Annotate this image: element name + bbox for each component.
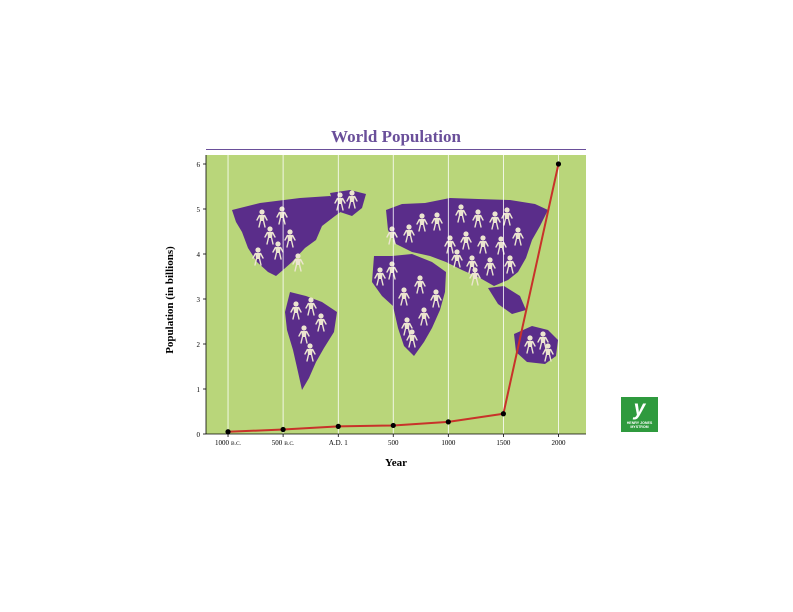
person-figure: [272, 241, 284, 260]
x-axis-label: Year: [385, 457, 407, 469]
person-figure: [542, 343, 554, 362]
person-figure: [403, 224, 415, 243]
x-tick-label: 1000: [441, 439, 456, 447]
y-tick-label: 3: [197, 296, 201, 304]
person-figure: [495, 236, 507, 255]
data-point: [280, 426, 286, 433]
person-figure: [451, 249, 463, 268]
y-tick-label: 2: [197, 341, 201, 349]
person-figure: [537, 331, 549, 350]
world-map: [232, 190, 558, 390]
y-tick-label: 6: [197, 161, 201, 169]
person-figure: [524, 335, 536, 354]
person-figure: [418, 307, 430, 326]
person-figure: [334, 192, 346, 211]
person-figure: [512, 227, 524, 246]
y-axis-label: Population (in billions): [164, 246, 176, 354]
person-figure: [256, 209, 268, 228]
person-figure: [501, 207, 513, 226]
person-figure: [455, 204, 467, 223]
x-tick-label: 2000: [551, 439, 566, 447]
person-figure: [504, 255, 516, 274]
person-figure: [304, 343, 316, 362]
y-tick-label: 0: [197, 431, 201, 439]
title-rule: [206, 149, 586, 150]
person-figure: [406, 329, 418, 348]
y-tick-label: 5: [197, 206, 201, 214]
person-figure: [290, 301, 302, 320]
x-tick-label: 500 B.C.: [272, 439, 295, 447]
person-figure: [284, 229, 296, 248]
continent-africa: [372, 254, 446, 356]
person-figure: [489, 211, 501, 230]
data-point: [555, 161, 562, 167]
y-tick-label: 4: [197, 251, 201, 259]
x-tick-label: 1000 B.C.: [215, 439, 242, 447]
person-figure: [414, 275, 426, 294]
person-figure: [431, 212, 443, 231]
logo-glyph: y: [633, 397, 646, 420]
continent-south-east-asia: [488, 286, 526, 314]
person-figure: [401, 317, 413, 336]
logo-line1: HENRY JONES: [626, 421, 653, 425]
data-point: [390, 422, 396, 429]
data-point: [445, 419, 451, 425]
person-figure: [315, 313, 327, 332]
data-point: [335, 423, 341, 429]
person-figure: [398, 287, 410, 306]
person-figure: [416, 213, 428, 232]
data-point: [500, 411, 506, 417]
person-figure: [298, 325, 310, 344]
person-figure: [469, 267, 481, 286]
publisher-logo: y HENRY JONES MYSTROM: [621, 397, 658, 432]
person-figure: [460, 231, 472, 250]
x-tick-label: A.D. 1: [329, 439, 348, 447]
logo-line2: MYSTROM: [630, 425, 649, 429]
person-figure: [264, 226, 276, 245]
x-tick-label: 1500: [496, 439, 511, 447]
person-figure: [472, 209, 484, 228]
person-figure: [305, 297, 317, 316]
person-figure: [252, 247, 264, 266]
person-figure: [477, 235, 489, 254]
person-figure: [346, 190, 358, 209]
person-figure: [374, 267, 386, 286]
person-figure: [484, 257, 496, 276]
data-point: [225, 429, 231, 435]
y-tick-label: 1: [197, 386, 201, 394]
chart-title: World Population: [331, 127, 461, 146]
person-figure: [430, 289, 442, 308]
person-figure: [292, 253, 304, 272]
x-tick-label: 500: [388, 439, 399, 447]
